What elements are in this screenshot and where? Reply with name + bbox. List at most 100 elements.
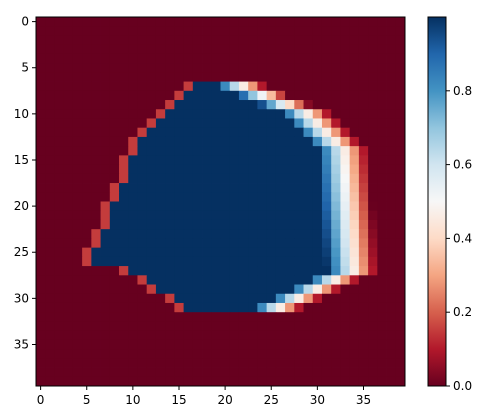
heatmap-cell [368, 201, 378, 212]
heatmap-cell [321, 275, 332, 285]
heatmap-cell [368, 349, 378, 359]
heatmap-cell [220, 35, 231, 46]
colorbar-tick-label: 0.6 [453, 158, 472, 172]
heatmap-cell [321, 210, 332, 221]
heatmap-cell [349, 339, 360, 350]
heatmap-cell [395, 247, 406, 258]
heatmap-cell [165, 81, 175, 92]
heatmap-cell [349, 44, 360, 55]
heatmap-cell [202, 349, 212, 359]
heatmap-cell [303, 127, 314, 138]
heatmap-cell [377, 17, 387, 27]
heatmap-cell [331, 72, 341, 82]
heatmap-cell [395, 81, 406, 92]
heatmap-cell [119, 192, 129, 202]
heatmap-cell [109, 256, 120, 267]
heatmap-cell [220, 339, 231, 350]
heatmap-cell [220, 238, 231, 249]
heatmap-cell [331, 44, 341, 55]
heatmap-cell [229, 367, 240, 378]
heatmap-cell [349, 146, 360, 156]
heatmap-cell [229, 247, 240, 258]
heatmap-cell [349, 155, 360, 166]
heatmap-cell [174, 302, 185, 313]
heatmap-cell [128, 53, 138, 64]
heatmap-cell [45, 247, 55, 258]
heatmap-cell [202, 266, 212, 276]
heatmap-cell [321, 17, 332, 27]
heatmap-cell [211, 192, 221, 202]
heatmap-cell [303, 53, 314, 64]
heatmap-cell [174, 275, 185, 285]
heatmap-cell [368, 275, 378, 285]
heatmap-cell [45, 81, 55, 92]
heatmap-cell [340, 201, 351, 212]
heatmap-cell [109, 339, 120, 350]
heatmap-cell [183, 349, 194, 359]
heatmap-cell [349, 330, 360, 341]
heatmap-cell [165, 72, 175, 82]
heatmap-cell [183, 146, 194, 156]
heatmap-cell [285, 127, 295, 138]
heatmap-cell [257, 376, 268, 387]
heatmap-cell [220, 81, 231, 92]
heatmap-cell [349, 201, 360, 212]
heatmap-cell [275, 358, 286, 368]
heatmap-cell [146, 330, 157, 341]
heatmap-cell [238, 192, 249, 202]
heatmap-cell [100, 53, 111, 64]
heatmap-cell [285, 90, 295, 101]
heatmap-cell [340, 100, 351, 110]
heatmap-cell [312, 330, 323, 341]
heatmap-cell [331, 266, 341, 276]
heatmap-cell [63, 118, 74, 129]
heatmap-cell [128, 192, 138, 202]
heatmap-cell [82, 284, 92, 295]
heatmap-cell [229, 339, 240, 350]
heatmap-cell [202, 63, 212, 73]
heatmap-cell [229, 229, 240, 239]
heatmap-cell [202, 155, 212, 166]
heatmap-cell [358, 293, 369, 304]
heatmap-cell [109, 164, 120, 175]
heatmap-cell [312, 247, 323, 258]
heatmap-cell [109, 266, 120, 276]
heatmap-cell [386, 100, 397, 110]
heatmap-cell [100, 118, 111, 129]
heatmap-cell [91, 312, 101, 322]
heatmap-cell [349, 376, 360, 387]
heatmap-cell [82, 275, 92, 285]
heatmap-cell [358, 358, 369, 368]
heatmap-cell [358, 118, 369, 129]
heatmap-cell [294, 100, 304, 110]
heatmap-cell [202, 100, 212, 110]
heatmap-cell [137, 293, 148, 304]
heatmap-cell [220, 266, 231, 276]
heatmap-cell [321, 146, 332, 156]
heatmap-cell [146, 53, 157, 64]
heatmap-cell [174, 63, 185, 73]
heatmap-cell [377, 201, 387, 212]
heatmap-cell [155, 183, 166, 193]
heatmap-cell [155, 293, 166, 304]
heatmap-cell [275, 100, 286, 110]
heatmap-cell [45, 312, 55, 322]
heatmap-cell [137, 339, 148, 350]
heatmap-cell [54, 109, 65, 119]
heatmap-cell [275, 266, 286, 276]
heatmap-cell [54, 192, 65, 202]
heatmap-cell [109, 321, 120, 332]
heatmap-cell [36, 63, 46, 73]
heatmap-cell [266, 63, 277, 73]
heatmap-cell [349, 256, 360, 267]
heatmap-cell [257, 266, 268, 276]
heatmap-cell [72, 146, 83, 156]
heatmap-cell [331, 238, 341, 249]
heatmap-cell [91, 349, 101, 359]
heatmap-cell [358, 238, 369, 249]
heatmap-cell [36, 53, 46, 64]
heatmap-cell [340, 173, 351, 184]
heatmap-cell [395, 72, 406, 82]
heatmap-cell [377, 330, 387, 341]
heatmap-cell [266, 210, 277, 221]
